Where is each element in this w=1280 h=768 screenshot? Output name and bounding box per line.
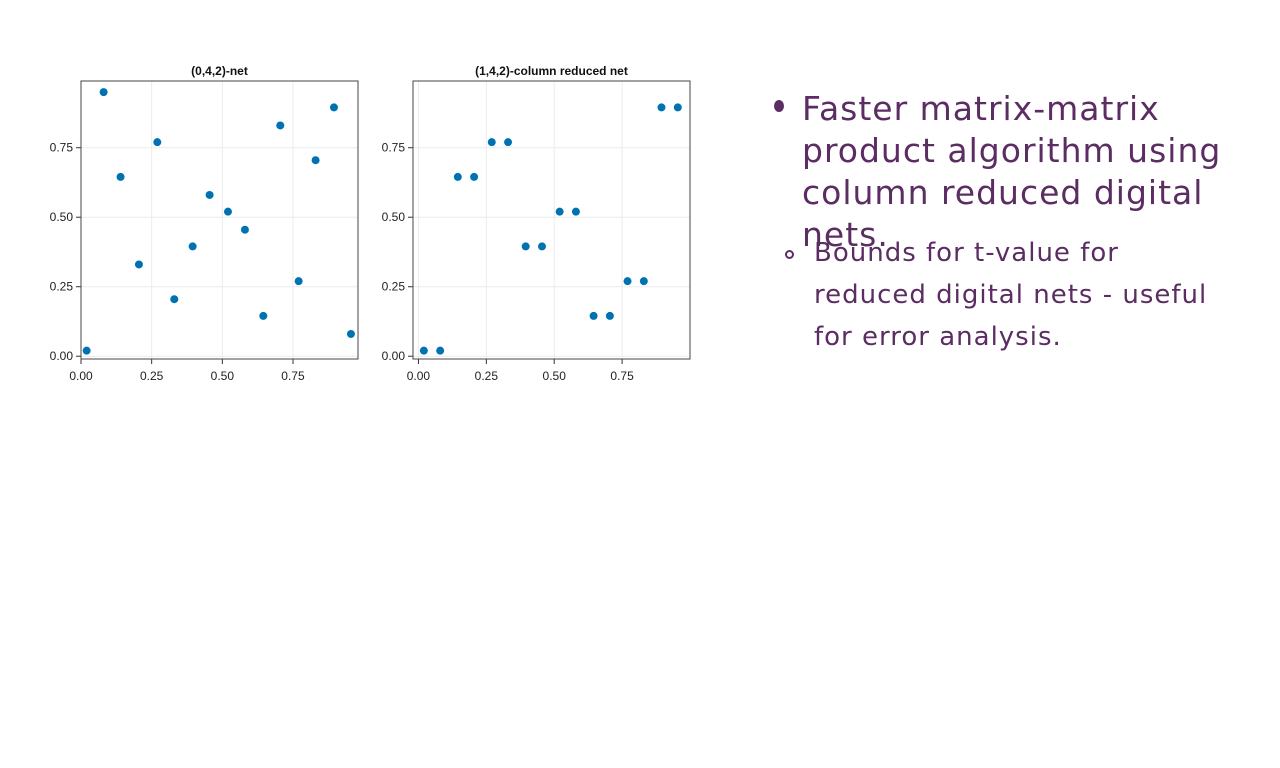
- x-tick-label: 0.25: [475, 369, 499, 383]
- data-point: [657, 103, 666, 112]
- y-tick-label: 0.75: [50, 141, 74, 155]
- data-point: [605, 311, 614, 320]
- data-point: [673, 103, 682, 112]
- data-point: [188, 242, 197, 251]
- data-point: [537, 242, 546, 251]
- x-tick-label: 0.75: [610, 369, 634, 383]
- plot-background: [413, 81, 690, 359]
- data-point: [205, 190, 214, 199]
- x-tick-label: 0.50: [543, 369, 567, 383]
- x-tick-label: 0.25: [140, 369, 164, 383]
- data-point: [419, 346, 428, 355]
- data-point: [259, 311, 268, 320]
- data-point: [276, 121, 285, 130]
- data-point: [589, 311, 598, 320]
- y-tick-label: 0.00: [382, 349, 406, 363]
- bullet-dot-icon: [774, 100, 784, 112]
- data-point: [571, 207, 580, 216]
- data-point: [240, 225, 249, 234]
- data-point: [99, 88, 108, 97]
- data-point: [555, 207, 564, 216]
- chart-title: (0,4,2)-net: [191, 64, 248, 78]
- data-point: [223, 207, 232, 216]
- data-point: [623, 277, 632, 286]
- scatter-chart: 0.00 0.25 0.50 0.75 0.00 0.25 0.50 0.75 (1,4,2)-…: [382, 64, 691, 383]
- data-point: [329, 103, 338, 112]
- x-tick-label: 0.00: [69, 369, 93, 383]
- data-point: [346, 329, 355, 338]
- data-point: [153, 138, 162, 147]
- bullet-circle-icon: [785, 250, 794, 259]
- y-tick-label: 0.50: [382, 210, 406, 224]
- data-point: [134, 260, 143, 269]
- y-tick-label: 0.75: [382, 141, 406, 155]
- data-point: [453, 172, 462, 181]
- data-point: [504, 138, 513, 147]
- data-point: [639, 277, 648, 286]
- chart-title: (1,4,2)-column reduced net: [475, 64, 628, 78]
- data-point: [82, 346, 91, 355]
- x-tick-label: 0.75: [281, 369, 305, 383]
- scatter-chart: 0.00 0.25 0.50 0.75 0.00 0.25 0.50 0.75 (0,4,2)-…: [50, 64, 359, 383]
- data-point: [170, 295, 179, 304]
- data-point: [487, 138, 496, 147]
- charts-area: 0.00 0.25 0.50 0.75 0.00 0.25 0.50 0.75 (0,4,2)-…: [50, 64, 691, 383]
- y-tick-label: 0.00: [50, 349, 74, 363]
- data-point: [521, 242, 530, 251]
- plot-background: [81, 81, 358, 359]
- y-tick-label: 0.25: [382, 280, 406, 294]
- x-tick-label: 0.50: [211, 369, 235, 383]
- data-point: [116, 172, 125, 181]
- note-text: Faster matrix-matrix product algorithm u…: [802, 89, 1222, 254]
- y-tick-label: 0.25: [50, 280, 74, 294]
- data-point: [294, 277, 303, 286]
- data-point: [470, 172, 479, 181]
- x-tick-label: 0.00: [407, 369, 431, 383]
- data-point: [311, 156, 320, 165]
- plot-frame: [412, 80, 691, 360]
- data-point: [436, 346, 445, 355]
- note-text: Bounds for t-value for reduced digital n…: [814, 238, 1208, 352]
- y-tick-label: 0.50: [50, 210, 74, 224]
- plot-frame: [80, 80, 359, 360]
